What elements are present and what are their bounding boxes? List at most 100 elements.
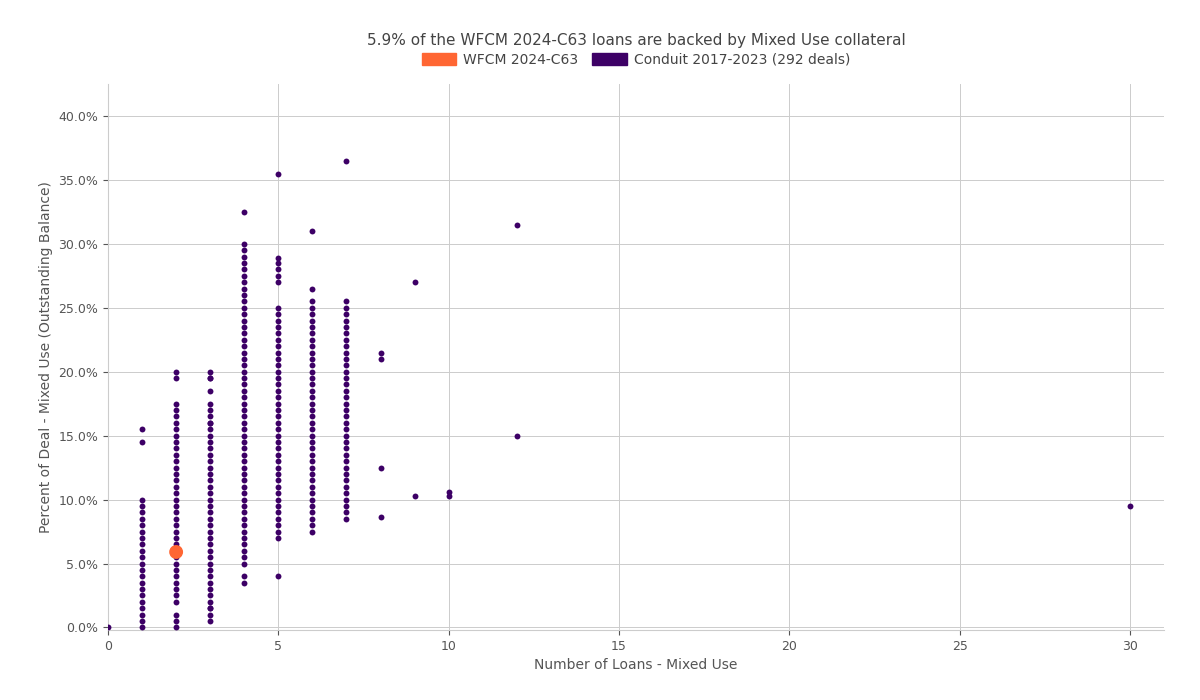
Point xyxy=(1121,500,1140,512)
Point xyxy=(167,411,186,422)
Point xyxy=(302,411,322,422)
Point xyxy=(167,424,186,435)
Point xyxy=(200,609,220,620)
Point xyxy=(200,424,220,435)
Point xyxy=(132,545,151,557)
Point xyxy=(132,424,151,435)
X-axis label: Number of Loans - Mixed Use: Number of Loans - Mixed Use xyxy=(534,658,738,672)
Point xyxy=(302,443,322,454)
Point xyxy=(302,526,322,537)
Point xyxy=(302,417,322,428)
Point xyxy=(235,334,254,345)
Point xyxy=(235,372,254,384)
Point xyxy=(269,468,288,480)
Point xyxy=(337,328,356,339)
Point xyxy=(132,577,151,588)
Point xyxy=(302,385,322,396)
Point xyxy=(235,456,254,467)
Point xyxy=(235,462,254,473)
Point xyxy=(337,379,356,390)
Point xyxy=(132,513,151,524)
Point xyxy=(269,488,288,499)
Point xyxy=(269,411,288,422)
Point xyxy=(235,251,254,262)
Point xyxy=(269,443,288,454)
Point xyxy=(371,462,390,473)
Point xyxy=(269,328,288,339)
Point xyxy=(200,430,220,441)
Point xyxy=(235,449,254,461)
Point xyxy=(337,347,356,358)
Point xyxy=(269,519,288,531)
Point xyxy=(167,417,186,428)
Point xyxy=(200,513,220,524)
Point xyxy=(235,417,254,428)
Point xyxy=(337,462,356,473)
Point xyxy=(302,398,322,409)
Point xyxy=(167,519,186,531)
Point xyxy=(235,392,254,403)
Point xyxy=(167,545,186,557)
Point xyxy=(269,334,288,345)
Point xyxy=(200,494,220,505)
Point xyxy=(200,417,220,428)
Point xyxy=(167,507,186,518)
Point xyxy=(337,340,356,351)
Point xyxy=(132,570,151,582)
Point xyxy=(167,564,186,575)
Point xyxy=(235,283,254,294)
Point xyxy=(302,436,322,447)
Point xyxy=(269,302,288,314)
Point xyxy=(302,462,322,473)
Title: 5.9% of the WFCM 2024-C63 loans are backed by Mixed Use collateral: 5.9% of the WFCM 2024-C63 loans are back… xyxy=(367,33,905,48)
Point xyxy=(337,507,356,518)
Point xyxy=(269,513,288,524)
Point xyxy=(337,456,356,467)
Point xyxy=(235,289,254,300)
Point xyxy=(302,328,322,339)
Point xyxy=(269,372,288,384)
Point xyxy=(235,258,254,269)
Point xyxy=(235,302,254,314)
Point xyxy=(302,315,322,326)
Point xyxy=(371,347,390,358)
Point xyxy=(235,385,254,396)
Point xyxy=(269,436,288,447)
Point xyxy=(302,340,322,351)
Point xyxy=(337,354,356,365)
Point xyxy=(200,500,220,512)
Point xyxy=(200,564,220,575)
Point xyxy=(235,398,254,409)
Point xyxy=(235,296,254,307)
Point xyxy=(235,276,254,288)
Point xyxy=(200,615,220,626)
Point xyxy=(235,468,254,480)
Point xyxy=(269,392,288,403)
Point xyxy=(167,615,186,626)
Point xyxy=(302,347,322,358)
Point xyxy=(200,577,220,588)
Point xyxy=(404,276,424,288)
Point xyxy=(235,570,254,582)
Point xyxy=(132,507,151,518)
Point xyxy=(200,526,220,537)
Point xyxy=(167,584,186,595)
Point xyxy=(167,481,186,492)
Point xyxy=(235,545,254,557)
Point xyxy=(269,270,288,281)
Point xyxy=(302,354,322,365)
Point xyxy=(302,296,322,307)
Point xyxy=(200,456,220,467)
Point xyxy=(508,219,527,230)
Point xyxy=(132,436,151,447)
Point xyxy=(167,436,186,447)
Point xyxy=(337,405,356,416)
Point xyxy=(269,360,288,371)
Point xyxy=(235,340,254,351)
Point xyxy=(132,564,151,575)
Point xyxy=(337,500,356,512)
Point xyxy=(235,354,254,365)
Point xyxy=(337,296,356,307)
Point xyxy=(167,398,186,409)
Point xyxy=(235,526,254,537)
